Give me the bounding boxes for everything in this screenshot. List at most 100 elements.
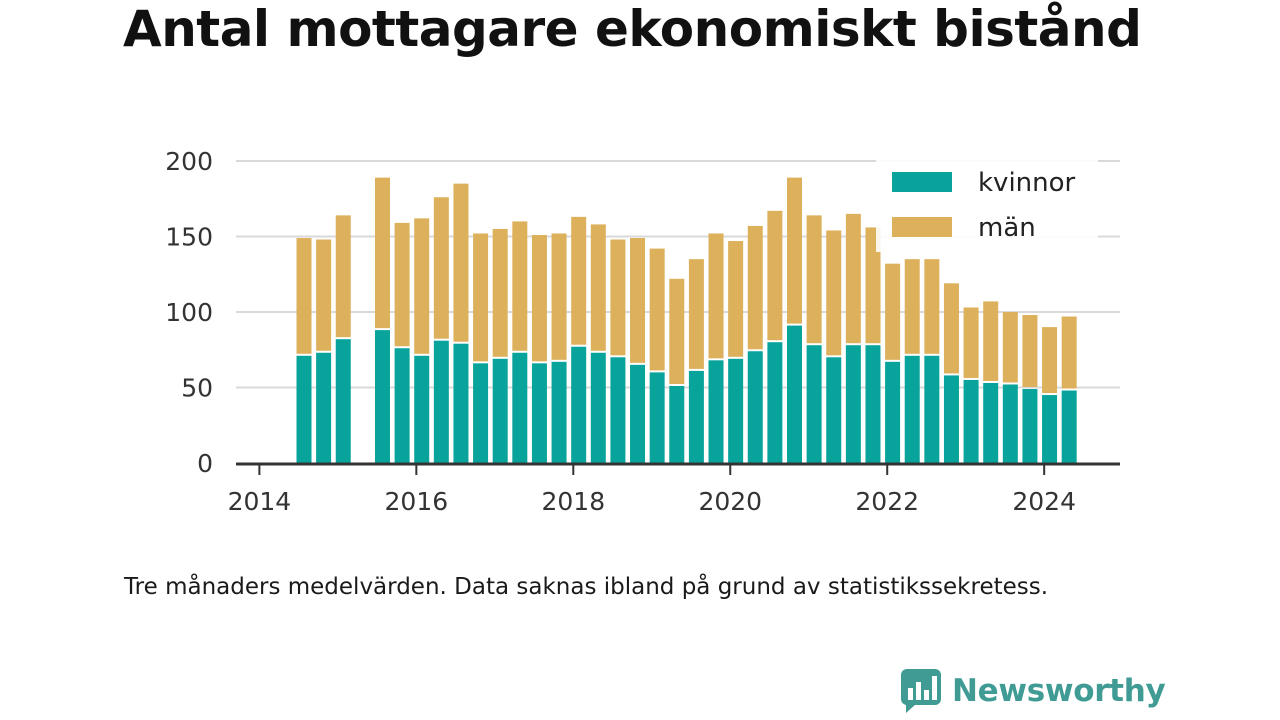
- bar-man: [296, 238, 312, 354]
- bar-man: [885, 263, 901, 360]
- bar-kvinnor: [1061, 390, 1077, 463]
- bar-kvinnor: [473, 363, 489, 463]
- bar-man: [453, 183, 469, 342]
- bar-man: [531, 234, 547, 362]
- bar-man: [649, 248, 665, 371]
- bar-man: [335, 215, 351, 338]
- bar-kvinnor: [512, 352, 528, 463]
- legend-label: kvinnor: [978, 168, 1076, 198]
- y-tick-label: 200: [165, 147, 213, 176]
- bar-kvinnor: [845, 345, 861, 463]
- legend: kvinnor män: [876, 160, 1098, 252]
- bar-man: [865, 227, 881, 344]
- x-tick-label: 2018: [541, 487, 605, 516]
- y-tick-label: 150: [165, 223, 213, 252]
- bar-kvinnor: [983, 382, 999, 463]
- y-tick-label: 0: [197, 449, 213, 478]
- bar-man: [826, 230, 842, 356]
- bar-kvinnor: [787, 325, 802, 463]
- bar-man: [512, 221, 528, 351]
- bar-kvinnor: [885, 361, 901, 463]
- x-tick-label: 2024: [1012, 487, 1076, 516]
- bar-kvinnor: [943, 375, 959, 463]
- brand-logo[interactable]: Newsworthy: [900, 668, 1166, 714]
- bar-man: [747, 225, 763, 350]
- bar-kvinnor: [335, 339, 351, 463]
- bar-man: [708, 233, 724, 359]
- bar-kvinnor: [708, 360, 724, 463]
- bar-man: [571, 216, 587, 345]
- brand-name: Newsworthy: [952, 673, 1166, 709]
- x-tick-label: 2016: [385, 487, 449, 516]
- y-tick-label: 100: [165, 298, 213, 327]
- bar-kvinnor: [374, 330, 390, 463]
- bar-man: [414, 218, 430, 354]
- stacked-bar-chart: 0 50 100 150 200 2014 2016 2018 2020 2022 2024 kvi…: [165, 147, 1120, 516]
- x-tick-label: 2014: [228, 487, 292, 516]
- bar-man: [374, 177, 390, 329]
- bar-man: [1042, 327, 1058, 394]
- bar-kvinnor: [590, 352, 606, 463]
- bar-kvinnor: [728, 358, 744, 463]
- bar-kvinnor: [1002, 384, 1018, 463]
- bar-man: [1022, 315, 1038, 388]
- axes: 0 50 100 150 200 2014 2016 2018 2020 2022 2024: [165, 147, 1120, 516]
- bar-man: [767, 210, 783, 341]
- bar-man: [394, 222, 410, 347]
- legend-swatch: [892, 217, 952, 237]
- newsworthy-logo-icon: [901, 669, 941, 713]
- bar-man: [806, 215, 822, 344]
- x-tick-label: 2022: [855, 487, 919, 516]
- bar-man: [943, 283, 959, 374]
- bar-kvinnor: [688, 370, 704, 463]
- bar-man: [316, 239, 332, 351]
- bar-man: [787, 177, 802, 324]
- bar-kvinnor: [1022, 389, 1038, 463]
- bar-kvinnor: [747, 351, 763, 463]
- y-tick-label: 50: [181, 374, 213, 403]
- bar-kvinnor: [433, 340, 449, 463]
- bar-kvinnor: [394, 348, 410, 463]
- bar-man: [590, 224, 606, 351]
- bar-kvinnor: [806, 345, 822, 463]
- bar-kvinnor: [1042, 395, 1058, 463]
- bar-kvinnor: [630, 364, 646, 463]
- bar-kvinnor: [904, 355, 920, 463]
- bars: [296, 177, 1077, 463]
- bar-man: [963, 307, 979, 378]
- bar-kvinnor: [551, 361, 567, 463]
- legend-label: män: [978, 213, 1036, 243]
- bar-man: [610, 239, 626, 356]
- bar-man: [904, 259, 920, 354]
- bar-man: [688, 259, 704, 369]
- chart-caption: Tre månaders medelvärden. Data saknas ib…: [124, 574, 1049, 600]
- bar-man: [983, 301, 999, 381]
- x-tick-label: 2020: [698, 487, 762, 516]
- bar-man: [551, 233, 567, 360]
- bar-kvinnor: [414, 355, 430, 463]
- bar-kvinnor: [571, 346, 587, 463]
- bar-kvinnor: [492, 358, 508, 463]
- bar-kvinnor: [316, 352, 332, 463]
- bar-man: [433, 197, 449, 339]
- bar-man: [845, 213, 861, 344]
- bar-man: [1061, 316, 1077, 389]
- bar-man: [924, 259, 940, 354]
- bar-kvinnor: [296, 355, 312, 463]
- bar-man: [473, 233, 489, 362]
- bar-man: [728, 241, 744, 357]
- bar-man: [492, 228, 508, 357]
- bar-kvinnor: [610, 357, 626, 463]
- bar-kvinnor: [767, 342, 783, 463]
- bar-kvinnor: [963, 379, 979, 463]
- bar-kvinnor: [531, 363, 547, 463]
- bar-man: [669, 278, 685, 384]
- bar-kvinnor: [669, 385, 685, 463]
- bar-man: [630, 238, 646, 363]
- bar-kvinnor: [826, 357, 842, 463]
- bar-kvinnor: [453, 343, 469, 463]
- bar-kvinnor: [865, 345, 881, 463]
- bar-kvinnor: [924, 355, 940, 463]
- legend-swatch: [892, 172, 952, 192]
- bar-man: [1002, 312, 1018, 383]
